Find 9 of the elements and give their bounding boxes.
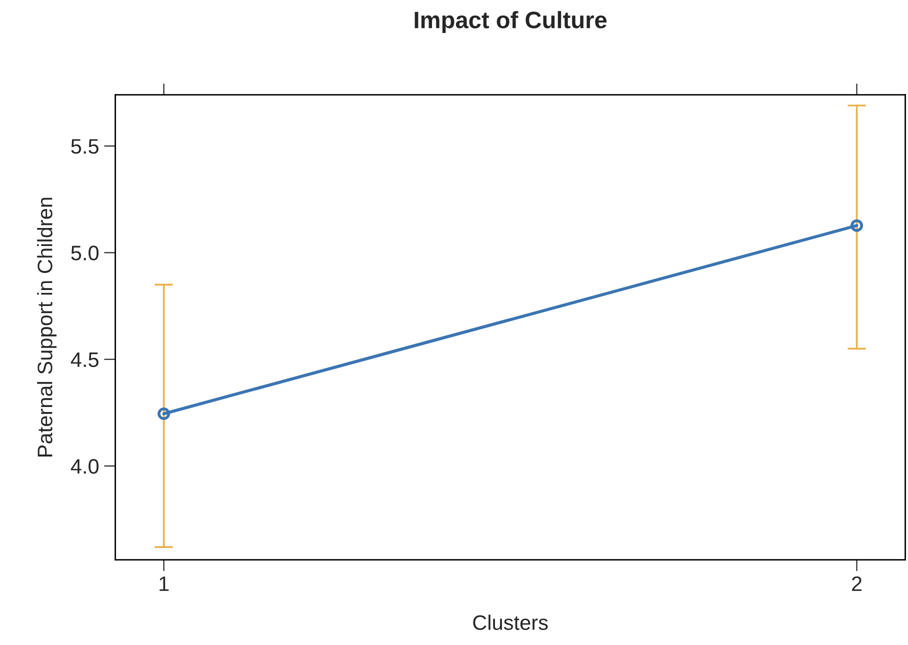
y-tick-label: 5.5: [71, 139, 98, 154]
y-tick-label: 4.0: [70, 459, 99, 474]
x-tick-label: 1: [160, 576, 169, 591]
y-tick-label: 4.5: [70, 352, 98, 368]
y-axis-title: Paternal Support in Children: [37, 198, 56, 456]
chart-title: Impact of Culture: [414, 11, 607, 34]
y-tick-label: 5.0: [71, 246, 99, 260]
x-tick-label: 2: [852, 576, 862, 591]
x-axis-title: Clusters: [473, 614, 548, 630]
